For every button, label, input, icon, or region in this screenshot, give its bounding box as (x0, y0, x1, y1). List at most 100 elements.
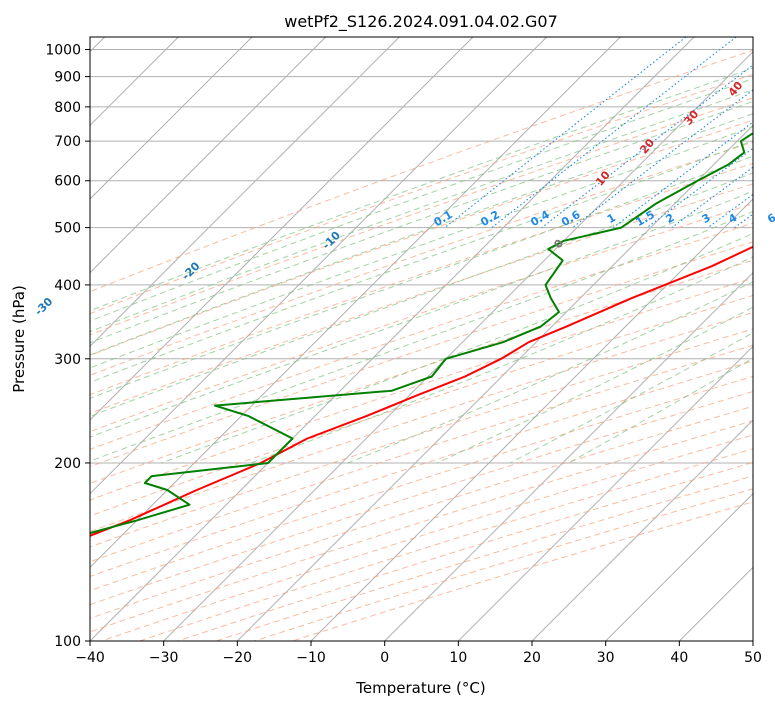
isotherm-gridline (310, 198, 753, 641)
dry-adiabat (90, 141, 753, 376)
x-tick-label: 0 (380, 650, 389, 666)
isotherm-gridline (678, 566, 753, 641)
y-tick-label: 600 (54, 174, 81, 190)
moist-adiabat (90, 140, 753, 383)
x-tick-label: −40 (75, 650, 105, 666)
y-tick-label: 700 (54, 134, 81, 150)
moist-adiabat (90, 89, 753, 333)
dewpoint-profile-line (90, 132, 753, 535)
mixing-ratio-label: 0.4 (528, 208, 552, 229)
moist-adiabat (90, 67, 753, 312)
isotherm-gridline (605, 492, 753, 641)
dry-adiabat (90, 344, 753, 563)
dry-adiabat (101, 434, 753, 641)
moist-adiabat (250, 256, 753, 464)
dry-adiabat (90, 203, 753, 433)
isotherm-gridline (90, 37, 695, 641)
y-axis-title: Pressure (hPa) (10, 285, 28, 393)
moist-adiabat (90, 78, 753, 322)
moist-adiabat (90, 190, 753, 438)
moist-adiabat (90, 210, 753, 462)
moist-adiabat-label: 30 (682, 107, 702, 127)
moist-adiabat (90, 100, 753, 344)
dry-adiabat (90, 97, 753, 336)
moist-adiabat-label: 0 (551, 237, 566, 251)
isotherm-gridline (90, 37, 327, 274)
mixing-ratio-line (707, 193, 753, 229)
isotherm-gridline (90, 37, 474, 421)
y-tick-label: 800 (54, 100, 81, 116)
y-tick-label: 1000 (45, 43, 81, 59)
dry-adiabat (90, 183, 753, 414)
mixing-ratio-line (444, 37, 687, 229)
mixing-ratio-line (572, 89, 753, 229)
mixing-ratio-line (734, 213, 753, 229)
plot-frame (89, 36, 754, 642)
mixing-ratio-line (491, 37, 737, 229)
x-tick-label: 10 (449, 650, 467, 666)
isotherm-gridline (384, 271, 753, 641)
dry-adiabat (177, 461, 753, 641)
temperature-profile-line (90, 245, 753, 537)
mixing-ratio-line (671, 166, 753, 229)
isotherm-gridline (752, 640, 753, 641)
y-tick-label: 900 (54, 70, 81, 86)
isotherm-gridline (236, 124, 753, 641)
moist-adiabat (436, 306, 753, 464)
x-tick-label: −10 (296, 650, 326, 666)
isotherm-gridline (90, 37, 400, 348)
dry-adiabat (90, 259, 753, 485)
x-tick-label: 40 (670, 650, 688, 666)
isotherm-gridline (90, 37, 253, 200)
x-tick-label: −20 (223, 650, 253, 666)
dry-adiabat (90, 360, 753, 577)
moist-adiabat (90, 126, 753, 369)
moist-adiabat-label: 40 (726, 79, 746, 99)
dry-adiabat (90, 311, 753, 533)
moist-adiabat (90, 113, 753, 356)
x-axis-title: Temperature (°C) (355, 679, 485, 697)
chart-title: wetPf2_S126.2024.091.04.02.G07 (284, 12, 558, 32)
dry-adiabat (90, 277, 753, 501)
dry-adiabat (90, 241, 753, 468)
series-layer (90, 132, 753, 537)
y-tick-label: 200 (54, 456, 81, 472)
dry-adiabat (90, 162, 753, 396)
dry-adiabat (90, 73, 753, 315)
y-tick-label: 300 (54, 352, 81, 368)
y-axis: 100 200 300 400 500 600 700 800 900 1000 (45, 43, 90, 650)
dry-adiabat (292, 501, 753, 641)
y-tick-label: 500 (54, 221, 81, 237)
dry-adiabat (90, 119, 753, 356)
moist-adiabat (90, 155, 753, 399)
dry-adiabat-label: -30 (32, 295, 55, 318)
moist-adiabat (90, 172, 753, 417)
y-tick-label: 400 (54, 278, 81, 294)
x-tick-label: 30 (597, 650, 615, 666)
y-tick-label: 100 (54, 634, 81, 650)
x-tick-label: 50 (744, 650, 762, 666)
mixing-ratio-label: 2 (663, 211, 676, 226)
mixing-ratio-label: 3 (700, 211, 713, 226)
isotherm-gridline (90, 37, 621, 569)
dry-adiabat (90, 328, 753, 548)
dry-adiabat (90, 294, 753, 517)
dry-adiabat (90, 391, 753, 606)
grid-layer (90, 37, 753, 641)
isotherm-gridline (531, 419, 753, 641)
x-axis: −40 −30 −20 −10 0 10 20 30 40 50 (75, 641, 762, 666)
isotherm-gridline (457, 345, 753, 641)
mixing-ratio-label: 1.5 (634, 208, 657, 229)
x-tick-label: −30 (149, 650, 179, 666)
mixing-ratio-label: 1 (605, 211, 618, 226)
dry-adiabat (90, 49, 753, 293)
mixing-ratio-line (541, 64, 753, 229)
moist-adiabat (161, 232, 753, 464)
isotherm-gridline (90, 37, 548, 495)
isotherm-gridline (163, 50, 753, 641)
dry-adiabat (90, 375, 753, 592)
mixing-ratio-label: 6 (765, 211, 775, 226)
dry-adiabat (90, 222, 753, 450)
moist-adiabat (347, 281, 753, 464)
